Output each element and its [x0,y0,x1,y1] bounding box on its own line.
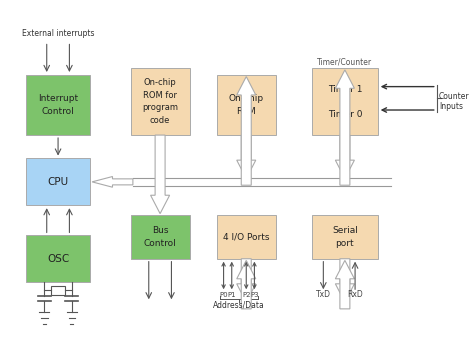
FancyBboxPatch shape [312,215,378,259]
FancyArrow shape [336,261,355,309]
Text: Counter
Inputs: Counter Inputs [439,92,470,111]
Text: 4 I/O Ports: 4 I/O Ports [223,233,270,242]
FancyArrow shape [237,259,256,302]
FancyArrow shape [237,261,256,309]
FancyBboxPatch shape [131,68,190,135]
Text: On-chip
RAM: On-chip RAM [228,94,264,116]
Text: CPU: CPU [47,177,69,187]
FancyArrow shape [92,177,133,187]
FancyBboxPatch shape [27,235,90,282]
Text: Address/Data: Address/Data [213,300,265,309]
FancyBboxPatch shape [312,68,378,135]
Text: OSC: OSC [47,254,69,264]
Text: External interrupts: External interrupts [22,29,94,38]
Text: Timer 1

Timer 0: Timer 1 Timer 0 [328,85,362,119]
FancyArrow shape [336,135,355,179]
Text: Interrupt
Control: Interrupt Control [38,94,78,116]
FancyBboxPatch shape [217,75,276,135]
FancyArrow shape [237,135,256,179]
FancyArrow shape [151,135,170,214]
Text: P2: P2 [242,292,250,298]
Text: P0: P0 [219,292,228,298]
FancyArrow shape [237,76,256,185]
FancyBboxPatch shape [27,75,90,135]
FancyArrow shape [336,259,355,302]
Text: Bus
Control: Bus Control [144,226,176,248]
FancyBboxPatch shape [27,158,90,205]
FancyBboxPatch shape [217,215,276,259]
Text: P1: P1 [228,292,236,298]
Text: On-chip
ROM for
program
code: On-chip ROM for program code [142,79,178,125]
FancyBboxPatch shape [51,286,65,295]
Text: RxD: RxD [347,290,363,299]
FancyBboxPatch shape [131,215,190,259]
Text: Timer/Counter: Timer/Counter [317,58,373,67]
Text: TxD: TxD [316,290,331,299]
Text: Serial
port: Serial port [332,226,358,248]
Text: P3: P3 [250,292,259,298]
FancyArrow shape [336,70,355,185]
